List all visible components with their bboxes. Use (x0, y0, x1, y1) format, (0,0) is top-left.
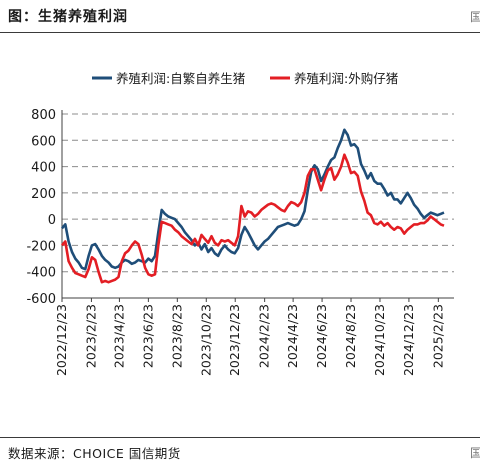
figure-title: 图：生猪养殖利润 (8, 9, 128, 25)
x-tick-label: 2023/2/23 (83, 304, 98, 368)
x-tick-label: 2024/4/23 (285, 304, 300, 368)
series-line-purchased-piglet (61, 153, 445, 284)
x-tick-label: 2023/8/23 (169, 304, 184, 368)
y-tick-label: -200 (26, 239, 56, 254)
y-tick-label: -400 (26, 266, 56, 281)
legend-label-purchased-piglet: 养殖利润:外购仔猪 (294, 71, 398, 86)
y-tick-label: 0 (48, 213, 56, 228)
x-tick-label: 2024/6/23 (314, 304, 329, 368)
x-tick-label: 2024/2/23 (257, 304, 272, 368)
edge-mark-top: 国 (470, 10, 480, 24)
edge-mark-bottom: 国 (470, 446, 480, 460)
y-tick-label: 400 (31, 161, 56, 176)
x-tick-label: 2024/8/23 (343, 304, 358, 368)
x-tick-label: 2023/12/23 (227, 304, 242, 376)
y-tick-label: 800 (31, 108, 56, 123)
grid-layer (62, 113, 454, 273)
x-tick-label: 2025/2/23 (430, 304, 445, 368)
y-tick-label: -600 (26, 292, 56, 307)
x-tick-label: 2023/6/23 (140, 304, 155, 368)
x-tick-label: 2023/4/23 (111, 304, 126, 368)
series-line-self-bred (61, 128, 445, 271)
legend: 养殖利润:自繁自养生猪 养殖利润:外购仔猪 (92, 71, 398, 86)
source-note: 数据来源：CHOICE 国信期货 (8, 446, 181, 461)
legend-label-self-bred: 养殖利润:自繁自养生猪 (116, 71, 245, 86)
bottom-rule (0, 437, 480, 438)
y-tick-label: 600 (31, 134, 56, 149)
x-tick-label: 2024/12/23 (401, 304, 416, 376)
series-layer (61, 128, 445, 284)
y-tick-label: 200 (31, 187, 56, 202)
title-rule (0, 32, 480, 33)
x-tick-label: 2024/10/23 (372, 304, 387, 376)
x-tick-label: 2022/12/23 (54, 304, 69, 376)
x-tick-label: 2023/10/23 (198, 304, 213, 376)
